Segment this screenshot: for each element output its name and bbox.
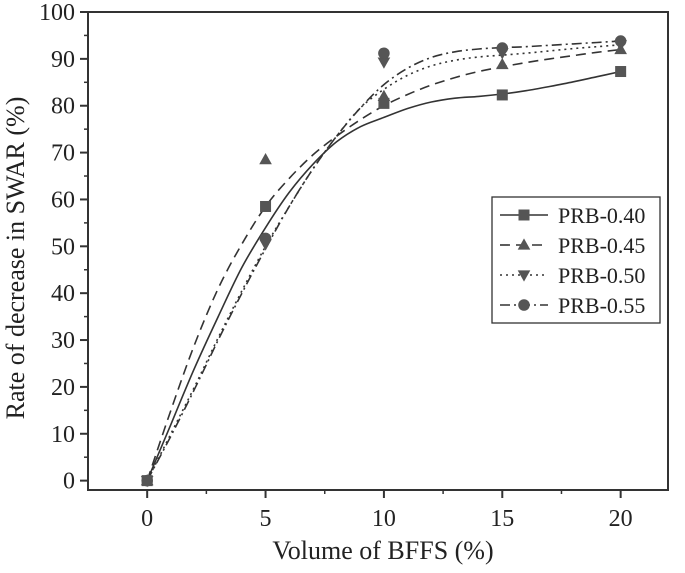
y-tick-label: 0	[63, 469, 75, 495]
data-point-prb-0-55	[378, 47, 390, 60]
y-tick-label: 60	[51, 187, 75, 213]
x-tick-label: 10	[372, 506, 396, 532]
fit-curve-prb-0-40	[146, 70, 621, 481]
data-point-prb-0-45	[377, 89, 391, 102]
y-tick-label: 30	[51, 328, 75, 354]
data-point-prb-0-40	[378, 97, 390, 109]
y-tick-label: 90	[51, 47, 75, 73]
data-point-prb-0-50	[377, 57, 391, 69]
x-tick-label: 5	[260, 506, 272, 532]
legend-label-prb-0-45: PRB-0.45	[558, 233, 645, 258]
y-tick-label: 40	[51, 281, 75, 307]
y-tick-label: 70	[51, 141, 75, 167]
x-tick-label: 20	[609, 506, 633, 532]
legend-label-prb-0-50: PRB-0.50	[558, 263, 645, 288]
x-axis-label: Volume of BFFS (%)	[272, 536, 493, 565]
y-tick-label: 50	[51, 234, 75, 260]
legend-marker-prb-0-50	[517, 270, 531, 282]
data-point-prb-0-45	[259, 153, 272, 165]
legend-label-prb-0-55: PRB-0.55	[558, 293, 645, 318]
fit-curve-prb-0-55	[146, 40, 621, 481]
legend-marker-prb-0-45	[517, 238, 531, 250]
legend: PRB-0.40 PRB-0.45 PRB-0.50 PRB-0.55	[491, 196, 661, 324]
axis-ticks-group: 0 5 10 15 20 0 10 20 30 40 50 60 70 80 90 100	[39, 0, 633, 532]
y-tick-label: 100	[39, 0, 75, 26]
data-point-prb-0-55	[496, 42, 509, 54]
data-point-prb-0-55	[141, 474, 153, 487]
fit-curve-prb-0-50	[146, 44, 621, 481]
legend-label-prb-0-40: PRB-0.40	[558, 203, 645, 228]
data-point-prb-0-40	[615, 66, 627, 78]
data-point-prb-0-55	[259, 232, 272, 245]
x-tick-label: 15	[490, 506, 514, 532]
x-tick-label: 0	[141, 506, 153, 532]
plot-frame-group	[87, 11, 669, 491]
legend-marker-prb-0-40	[518, 209, 530, 221]
y-tick-label: 10	[51, 422, 75, 448]
data-point-prb-0-40	[496, 89, 508, 101]
y-tick-label: 80	[51, 94, 75, 120]
y-tick-label: 20	[51, 375, 75, 401]
data-point-prb-0-55	[614, 35, 627, 47]
data-point-prb-0-40	[260, 200, 272, 212]
data-point-prb-0-45	[495, 57, 509, 70]
y-axis-label: Rate of decrease in SWAR (%)	[1, 97, 30, 420]
legend-marker-prb-0-55	[518, 299, 530, 311]
plot-frame	[87, 11, 669, 491]
data-points-group	[140, 35, 627, 488]
